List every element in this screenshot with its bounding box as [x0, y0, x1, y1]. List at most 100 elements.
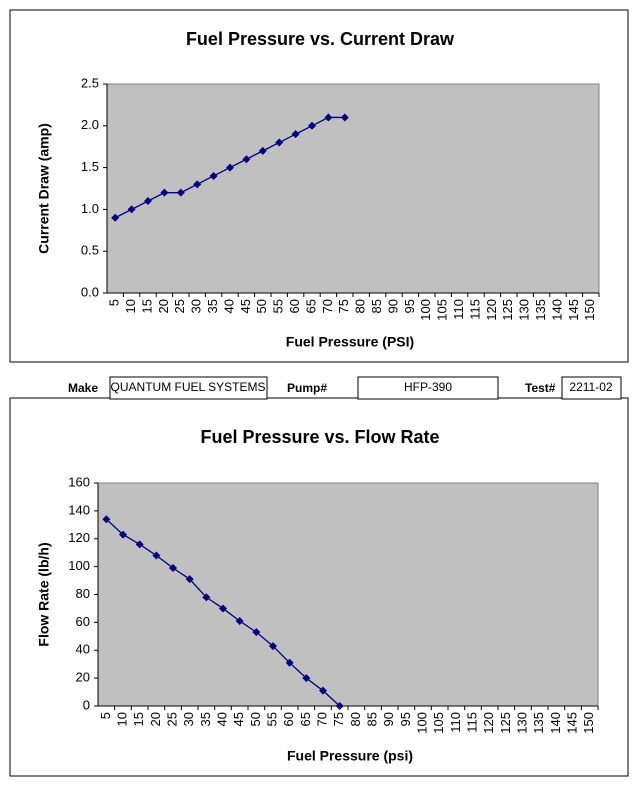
data-point — [111, 213, 120, 222]
y-tick-label: 160 — [68, 474, 90, 489]
x-tick-label: 25 — [164, 712, 179, 726]
x-tick-label: 80 — [348, 712, 363, 726]
x-tick-label: 65 — [303, 299, 318, 313]
data-point — [127, 205, 136, 214]
x-tick-label: 135 — [531, 712, 546, 734]
data-point — [176, 188, 185, 197]
x-tick-label: 135 — [533, 299, 548, 321]
chart-title: Fuel Pressure vs. Flow Rate — [200, 427, 439, 447]
x-tick-label: 70 — [320, 299, 335, 313]
make-label: Make — [68, 381, 98, 395]
x-tick-label: 55 — [271, 299, 286, 313]
plot-area — [97, 482, 599, 707]
x-tick-label: 120 — [481, 712, 496, 734]
x-tick-label: 75 — [336, 299, 351, 313]
data-point — [169, 564, 177, 573]
y-tick-label: 2.0 — [81, 117, 99, 132]
x-tick-label: 70 — [314, 712, 329, 726]
data-point — [319, 686, 327, 695]
data-point — [285, 658, 294, 667]
y-tick-label: 1.0 — [81, 201, 99, 216]
data-point — [144, 197, 152, 206]
x-tick-label: 40 — [221, 299, 236, 313]
x-tick-label: 105 — [435, 299, 450, 321]
x-tick-label: 20 — [156, 299, 171, 313]
y-tick-label: 0.5 — [81, 243, 99, 258]
x-tick-label: 145 — [564, 712, 579, 734]
data-point — [102, 515, 111, 524]
x-tick-label: 35 — [205, 299, 220, 313]
data-point — [119, 530, 127, 539]
y-axis-title: Current Draw (amp) — [36, 123, 52, 254]
data-point — [152, 551, 161, 560]
test-box — [561, 376, 622, 400]
x-tick-label: 150 — [581, 712, 596, 734]
x-tick-label: 80 — [353, 299, 368, 313]
x-tick-label: 10 — [123, 299, 138, 313]
x-tick-label: 30 — [181, 712, 196, 726]
y-tick-label: 1.5 — [81, 159, 99, 174]
x-tick-label: 50 — [248, 712, 263, 726]
x-axis-title: Fuel Pressure (PSI) — [286, 334, 414, 350]
data-point — [335, 702, 344, 710]
data-point — [135, 540, 144, 549]
y-tick-label: 120 — [68, 530, 90, 545]
y-tick-label: 0 — [83, 697, 90, 712]
data-point — [235, 616, 244, 625]
y-axis-title: Flow Rate (lb/h) — [36, 542, 52, 646]
x-tick-label: 105 — [431, 712, 446, 734]
x-tick-label: 65 — [298, 712, 313, 726]
data-point — [202, 593, 211, 602]
pump-value: HFP-390 — [404, 380, 452, 394]
y-tick-label: 0.0 — [81, 284, 99, 299]
x-tick-label: 35 — [198, 712, 213, 726]
plot-area — [106, 83, 600, 294]
data-point — [269, 642, 277, 651]
data-point — [193, 180, 202, 189]
y-tick-label: 20 — [76, 670, 90, 685]
x-tick-label: 100 — [418, 299, 433, 321]
data-point — [340, 113, 349, 122]
x-tick-label: 85 — [369, 299, 384, 313]
x-tick-label: 130 — [514, 712, 529, 734]
x-tick-label: 5 — [107, 299, 122, 306]
x-tick-label: 25 — [172, 299, 187, 313]
x-tick-label: 30 — [189, 299, 204, 313]
data-point — [209, 171, 218, 180]
x-tick-label: 130 — [517, 299, 532, 321]
data-point — [219, 604, 227, 613]
pump-box — [357, 376, 499, 400]
x-tick-label: 90 — [385, 299, 400, 313]
pump-label: Pump# — [287, 381, 327, 395]
test-label: Test# — [525, 381, 556, 395]
x-tick-label: 140 — [548, 712, 563, 734]
y-tick-label: 60 — [76, 614, 90, 629]
x-tick-label: 75 — [331, 712, 346, 726]
y-tick-label: 2.5 — [81, 75, 99, 90]
y-tick-label: 80 — [76, 586, 90, 601]
x-tick-label: 150 — [582, 299, 597, 321]
x-tick-label: 50 — [254, 299, 269, 313]
y-tick-label: 100 — [68, 558, 90, 573]
y-tick-label: 40 — [76, 642, 90, 657]
test-value: 2211-02 — [569, 380, 612, 394]
x-tick-label: 110 — [448, 712, 463, 733]
x-axis-title: Fuel Pressure (psi) — [287, 748, 413, 764]
data-point — [324, 113, 333, 122]
x-tick-label: 5 — [98, 712, 113, 719]
x-tick-label: 85 — [364, 712, 379, 726]
x-tick-label: 100 — [414, 712, 429, 734]
data-point — [258, 146, 267, 155]
x-tick-label: 125 — [498, 712, 513, 734]
data-point — [302, 674, 311, 683]
x-tick-label: 125 — [500, 299, 515, 321]
make-box — [109, 376, 268, 400]
x-tick-label: 60 — [287, 299, 302, 313]
x-tick-label: 10 — [114, 712, 129, 726]
x-tick-label: 15 — [139, 299, 154, 313]
data-point — [160, 188, 169, 197]
data-point — [275, 138, 284, 147]
x-tick-label: 115 — [464, 712, 479, 733]
x-tick-label: 145 — [566, 299, 581, 321]
